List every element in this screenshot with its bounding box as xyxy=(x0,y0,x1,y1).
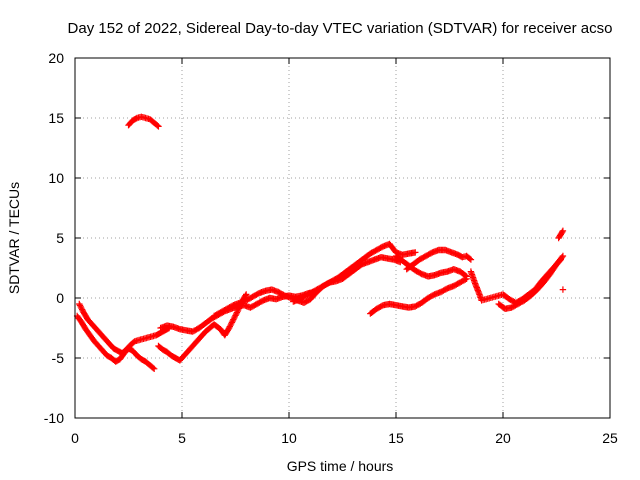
data-point xyxy=(559,228,566,236)
data-point xyxy=(559,252,567,260)
data-point xyxy=(232,312,239,319)
y-axis-label: SDTVAR / TECUs xyxy=(6,182,22,294)
y-tick-label: -10 xyxy=(44,410,64,426)
data-point xyxy=(155,123,162,130)
data-point xyxy=(230,315,238,322)
data-point xyxy=(78,305,85,312)
series-track-b xyxy=(73,312,158,372)
data-point xyxy=(77,303,84,310)
y-tick-label: 5 xyxy=(56,230,64,246)
data-point xyxy=(233,309,241,316)
data-point xyxy=(227,322,234,329)
series-track-j xyxy=(367,275,470,317)
data-point xyxy=(467,256,475,263)
series-track-m xyxy=(555,227,567,293)
data-layer xyxy=(73,113,567,372)
data-point xyxy=(466,255,474,262)
data-point xyxy=(225,324,233,332)
data-point xyxy=(233,310,240,318)
y-tick-label: -5 xyxy=(52,350,65,366)
data-point xyxy=(150,365,158,372)
chart-title: Day 152 of 2022, Sidereal Day-to-day VTE… xyxy=(68,20,613,37)
data-point xyxy=(226,323,233,330)
data-point xyxy=(463,275,470,282)
data-point xyxy=(78,306,86,313)
data-point xyxy=(231,313,238,320)
y-tick-label: 20 xyxy=(48,50,64,66)
x-tick-label: 20 xyxy=(495,430,511,446)
data-point xyxy=(76,302,84,309)
data-point xyxy=(228,319,236,326)
data-point xyxy=(228,320,235,327)
ticks: 0 5 10 15 20 25 -10 -5 0 5 10 15 20 xyxy=(44,50,618,446)
data-point xyxy=(412,249,419,256)
x-axis-label: GPS time / hours xyxy=(287,458,394,474)
x-tick-label: 5 xyxy=(178,430,186,446)
x-tick-label: 0 xyxy=(71,430,79,446)
x-tick-label: 15 xyxy=(388,430,404,446)
data-point xyxy=(558,254,566,261)
data-point xyxy=(462,276,469,283)
data-point xyxy=(149,364,157,372)
plot-frame xyxy=(74,57,611,419)
series-track-a xyxy=(76,300,173,357)
series-track-l xyxy=(495,252,567,312)
y-tick-label: 0 xyxy=(56,290,64,306)
y-tick-label: 15 xyxy=(48,110,64,126)
x-tick-label: 25 xyxy=(602,430,618,446)
data-point xyxy=(76,300,83,308)
data-point xyxy=(229,317,236,325)
series-track-d xyxy=(155,291,250,364)
x-tick-label: 10 xyxy=(281,430,297,446)
data-point xyxy=(559,286,567,293)
series-track-g xyxy=(290,240,419,305)
series-track-c xyxy=(125,113,162,130)
data-point xyxy=(230,316,237,323)
data-point xyxy=(559,227,567,234)
series-track-i xyxy=(403,246,475,273)
y-tick-label: 10 xyxy=(48,170,64,186)
data-point xyxy=(243,291,250,298)
data-point xyxy=(154,122,161,129)
